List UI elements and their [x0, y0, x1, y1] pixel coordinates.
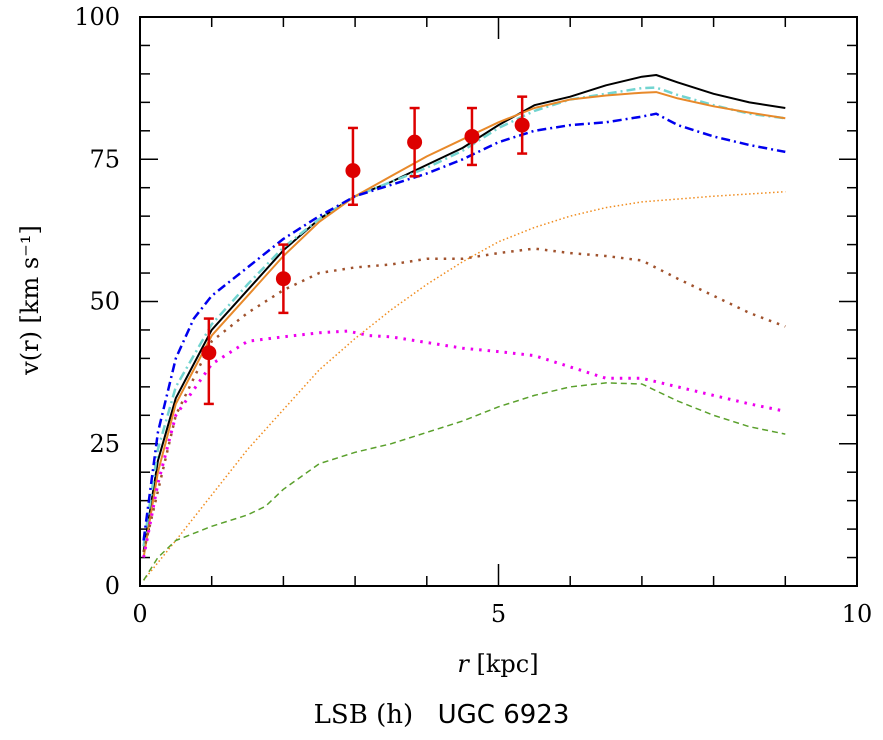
data-point [514, 117, 530, 133]
data-point [201, 345, 217, 361]
model-curve-6 [142, 329, 786, 558]
y-tick-label: 100 [74, 3, 120, 31]
y-tick-label: 25 [89, 430, 120, 458]
y-tick-label: 50 [89, 288, 120, 316]
model-curves [142, 74, 786, 581]
sample-label: LSB (h) [313, 700, 414, 730]
y-axis-label: v(r) [km s⁻¹] [16, 225, 44, 376]
model-curve-8 [142, 382, 786, 581]
model-curve-4 [142, 112, 786, 541]
x-tick-label: 10 [842, 600, 873, 628]
plot-frame [139, 16, 858, 587]
x-tick-label: 0 [132, 600, 147, 628]
model-curve-7 [143, 190, 786, 581]
x-axis-label: r [kpc] [457, 650, 538, 678]
galaxy-name: UGC 6923 [437, 700, 570, 730]
model-curve-3 [142, 91, 786, 558]
model-curve-2 [142, 86, 786, 547]
data-point [464, 128, 480, 144]
model-curve-5 [142, 247, 786, 553]
x-tick-label: 5 [491, 600, 506, 628]
data-point [407, 134, 423, 150]
y-tick-label: 75 [89, 145, 120, 173]
data-point [345, 163, 361, 179]
observed-points [201, 95, 530, 406]
y-tick-label: 0 [105, 572, 120, 600]
model-curve-1 [142, 74, 786, 553]
chart-caption: LSB (h) UGC 6923 [0, 700, 883, 730]
data-point [275, 271, 291, 287]
